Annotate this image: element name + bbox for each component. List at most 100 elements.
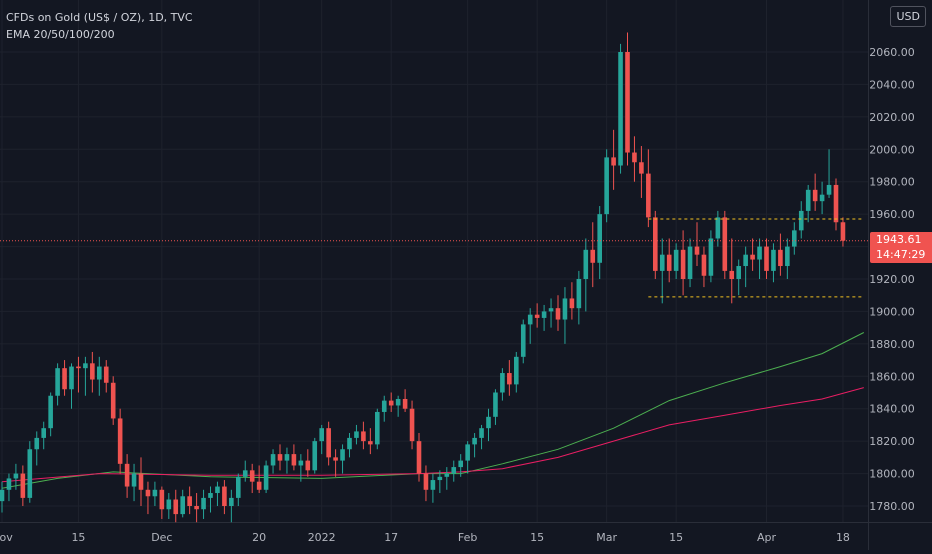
candle-body[interactable]	[55, 368, 60, 396]
candle-body[interactable]	[333, 457, 338, 461]
candle-body[interactable]	[833, 184, 839, 223]
candle-body[interactable]	[437, 476, 443, 481]
candle-body[interactable]	[117, 418, 123, 464]
candle-body[interactable]	[208, 493, 213, 498]
currency-button[interactable]: USD	[890, 6, 926, 27]
candle-body[interactable]	[354, 431, 359, 438]
candle-body[interactable]	[632, 152, 637, 163]
candle-body[interactable]	[715, 217, 721, 239]
candle-body[interactable]	[263, 465, 269, 490]
candle-body[interactable]	[625, 52, 630, 153]
candle-body[interactable]	[62, 368, 67, 390]
candle-body[interactable]	[20, 473, 26, 498]
candle-body[interactable]	[666, 254, 672, 271]
candle-body[interactable]	[159, 489, 165, 510]
candle-body[interactable]	[340, 449, 345, 461]
candle-body[interactable]	[792, 230, 797, 247]
candle-body[interactable]	[701, 254, 707, 276]
candle-body[interactable]	[764, 246, 769, 271]
candle-body[interactable]	[465, 444, 470, 461]
candle-body[interactable]	[826, 184, 832, 195]
symbol-title[interactable]: CFDs on Gold (US$ / OZ), 1D, TVC	[6, 11, 193, 24]
candle-body[interactable]	[41, 428, 46, 438]
candle-body[interactable]	[284, 454, 290, 461]
candle-body[interactable]	[291, 454, 297, 466]
candle-body[interactable]	[375, 411, 380, 445]
candle-body[interactable]	[298, 460, 304, 466]
candle-body[interactable]	[423, 473, 429, 490]
candle-body[interactable]	[187, 496, 192, 506]
candle-body[interactable]	[729, 270, 735, 279]
candle-body[interactable]	[604, 157, 609, 215]
candle-body[interactable]	[541, 311, 547, 318]
candle-body[interactable]	[479, 428, 484, 438]
candle-body[interactable]	[277, 454, 283, 461]
candle-body[interactable]	[152, 489, 158, 497]
candle-body[interactable]	[416, 441, 422, 474]
candle-body[interactable]	[395, 398, 401, 406]
candle-body[interactable]	[771, 249, 776, 271]
candle-body[interactable]	[173, 499, 179, 515]
candle-body[interactable]	[194, 506, 199, 510]
candle-body[interactable]	[402, 398, 408, 409]
candle-body[interactable]	[798, 210, 804, 231]
candle-body[interactable]	[736, 266, 741, 279]
candle-body[interactable]	[534, 314, 540, 318]
candle-body[interactable]	[76, 366, 81, 369]
candle-body[interactable]	[500, 373, 505, 393]
candle-body[interactable]	[576, 279, 582, 309]
candle-body[interactable]	[180, 496, 185, 515]
candle-body[interactable]	[611, 157, 616, 166]
candle-body[interactable]	[750, 254, 755, 260]
candle-body[interactable]	[110, 382, 116, 419]
candle-body[interactable]	[34, 437, 40, 450]
candle-body[interactable]	[138, 473, 144, 490]
candle-body[interactable]	[653, 217, 658, 271]
candle-body[interactable]	[451, 467, 457, 474]
candle-body[interactable]	[694, 246, 700, 255]
candle-body[interactable]	[236, 476, 241, 498]
candle-body[interactable]	[659, 254, 665, 271]
candle-body[interactable]	[840, 222, 846, 241]
candle-body[interactable]	[13, 473, 19, 479]
candle-body[interactable]	[805, 189, 811, 211]
candle-body[interactable]	[305, 460, 311, 471]
candle-body[interactable]	[493, 392, 498, 417]
candle-body[interactable]	[131, 473, 137, 487]
candle-body[interactable]	[507, 373, 512, 385]
candle-body[interactable]	[597, 214, 602, 263]
candle-body[interactable]	[6, 478, 12, 490]
candle-body[interactable]	[555, 308, 561, 320]
indicator-label[interactable]: EMA 20/50/100/200	[6, 28, 115, 41]
candle-body[interactable]	[520, 324, 526, 357]
candle-body[interactable]	[242, 470, 248, 477]
candle-body[interactable]	[646, 173, 651, 218]
candle-body[interactable]	[83, 363, 88, 369]
candle-body[interactable]	[201, 497, 206, 510]
candle-body[interactable]	[548, 308, 554, 312]
candle-body[interactable]	[381, 400, 387, 412]
candle-body[interactable]	[90, 363, 95, 380]
candle-body[interactable]	[347, 437, 352, 450]
candle-body[interactable]	[222, 486, 227, 506]
candle-body[interactable]	[569, 298, 575, 309]
candle-body[interactable]	[722, 217, 728, 271]
candle-body[interactable]	[680, 249, 686, 279]
candle-body[interactable]	[103, 366, 109, 383]
candle-body[interactable]	[69, 366, 74, 390]
candle-body[interactable]	[215, 486, 220, 494]
candle-body[interactable]	[361, 431, 366, 442]
candle-body[interactable]	[472, 437, 477, 445]
candle-body[interactable]	[97, 366, 102, 380]
candle-body[interactable]	[27, 449, 33, 498]
candle-body[interactable]	[673, 249, 679, 271]
candle-body[interactable]	[687, 246, 693, 279]
candle-body[interactable]	[583, 249, 589, 279]
candle-body[interactable]	[368, 441, 373, 445]
candle-body[interactable]	[743, 254, 748, 267]
candle-body[interactable]	[0, 489, 5, 502]
candle-body[interactable]	[229, 497, 234, 506]
candle-body[interactable]	[249, 470, 255, 482]
